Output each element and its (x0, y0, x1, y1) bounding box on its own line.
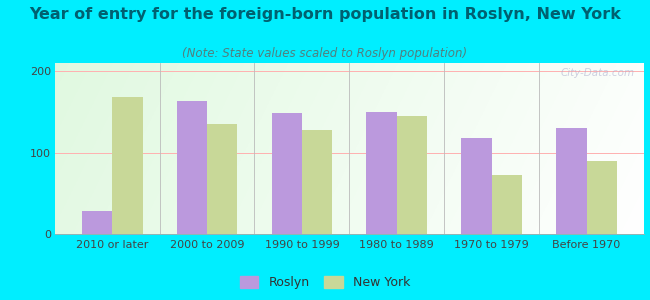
Bar (491, 176, 522, 234)
Bar (207, 124, 237, 234)
Bar (302, 130, 332, 234)
Bar (177, 101, 207, 234)
Bar (556, 128, 586, 234)
Bar (396, 116, 427, 234)
Text: Year of entry for the foreign-born population in Roslyn, New York: Year of entry for the foreign-born popul… (29, 8, 621, 22)
Legend: Roslyn, New York: Roslyn, New York (235, 271, 415, 294)
Bar (462, 138, 491, 234)
Bar (586, 161, 617, 234)
Bar (272, 113, 302, 234)
Text: (Note: State values scaled to Roslyn population): (Note: State values scaled to Roslyn pop… (183, 46, 467, 59)
Bar (112, 97, 142, 234)
Bar (367, 112, 396, 234)
Text: City-Data.com: City-Data.com (560, 68, 634, 78)
Bar (82, 211, 112, 234)
